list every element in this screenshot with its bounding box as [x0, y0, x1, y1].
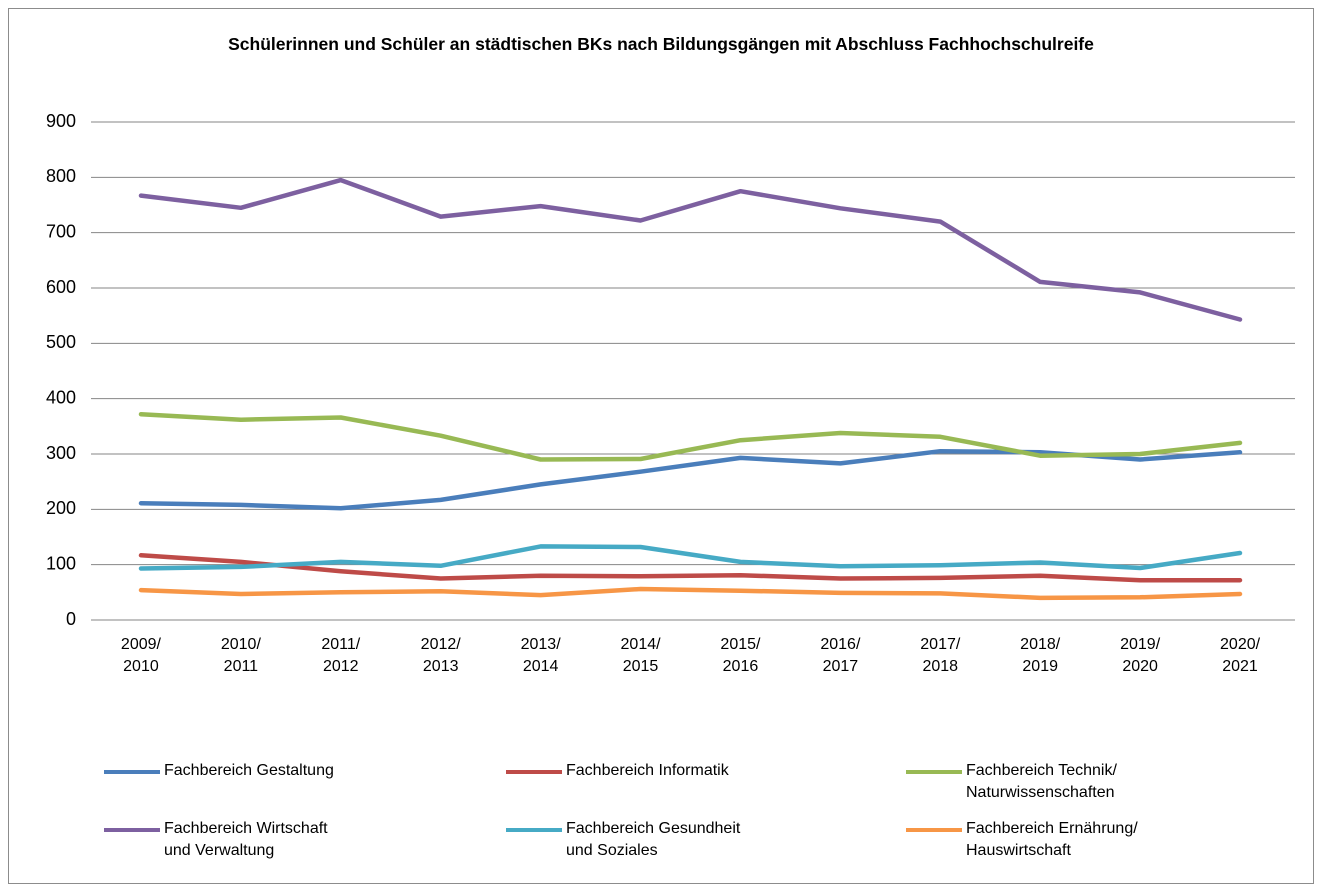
y-tick-label: 900: [46, 111, 76, 131]
legend-label: Fachbereich Gesundheit und Soziales: [566, 820, 741, 859]
x-tick-label: 2012/2013: [421, 636, 462, 675]
x-tick-label: 2020/2021: [1220, 636, 1261, 675]
x-tick-label: 2019/2020: [1120, 636, 1161, 675]
series-line: [138, 553, 1243, 583]
legend-entry: Fachbereich Ernährung/ Hauswirtschaft: [906, 818, 1306, 862]
legend: Fachbereich Gestaltung Fachbereich Inform…: [104, 760, 1314, 862]
x-tick-label: 2011/2012: [321, 636, 360, 675]
legend-swatch: [506, 828, 562, 832]
y-tick-label: 300: [46, 443, 76, 463]
y-tick-label: 600: [46, 277, 76, 297]
legend-label: Fachbereich Technik/ Naturwissenschaften: [966, 762, 1117, 801]
y-tick-label: 100: [46, 553, 76, 573]
x-tick-label: 2013/2014: [521, 636, 562, 675]
legend-entry: Fachbereich Gesundheit und Soziales: [506, 818, 906, 862]
legend-label: Fachbereich Gestaltung: [164, 762, 334, 779]
series-line: [138, 177, 1243, 322]
legend-swatch: [506, 770, 562, 774]
legend-swatch: [104, 770, 160, 774]
x-tick-label: 2010/2011: [221, 636, 262, 675]
series-line: [138, 586, 1243, 601]
legend-label: Fachbereich Informatik: [566, 762, 729, 779]
y-tick-label: 200: [46, 498, 76, 518]
series-line: [138, 411, 1243, 462]
x-tick-label: 2016/2017: [820, 636, 861, 675]
chart-title: Schülerinnen und Schüler an städtischen …: [228, 34, 1094, 54]
series-line: [138, 544, 1243, 571]
legend-swatch: [906, 828, 962, 832]
legend-swatch: [104, 828, 160, 832]
x-tick-label: 2009/2010: [121, 636, 162, 675]
y-tick-label: 0: [66, 609, 76, 629]
legend-swatch: [906, 770, 962, 774]
legend-entry: Fachbereich Gestaltung: [104, 760, 506, 804]
legend-entry: Fachbereich Wirtschaft und Verwaltung: [104, 818, 506, 862]
x-tick-label: 2015/2016: [720, 636, 761, 675]
x-tick-label: 2014/2015: [621, 636, 662, 675]
y-tick-label: 800: [46, 166, 76, 186]
y-tick-label: 700: [46, 221, 76, 241]
y-tick-label: 400: [46, 387, 76, 407]
legend-entry: Fachbereich Informatik: [506, 760, 906, 804]
x-tick-label: 2017/2018: [920, 636, 961, 675]
x-tick-label: 2018/2019: [1020, 636, 1061, 675]
legend-entry: Fachbereich Technik/ Naturwissenschaften: [906, 760, 1306, 804]
chart-border: [8, 8, 1314, 884]
legend-label: Fachbereich Ernährung/ Hauswirtschaft: [966, 820, 1138, 859]
y-tick-label: 500: [46, 332, 76, 352]
legend-label: Fachbereich Wirtschaft und Verwaltung: [164, 820, 328, 859]
